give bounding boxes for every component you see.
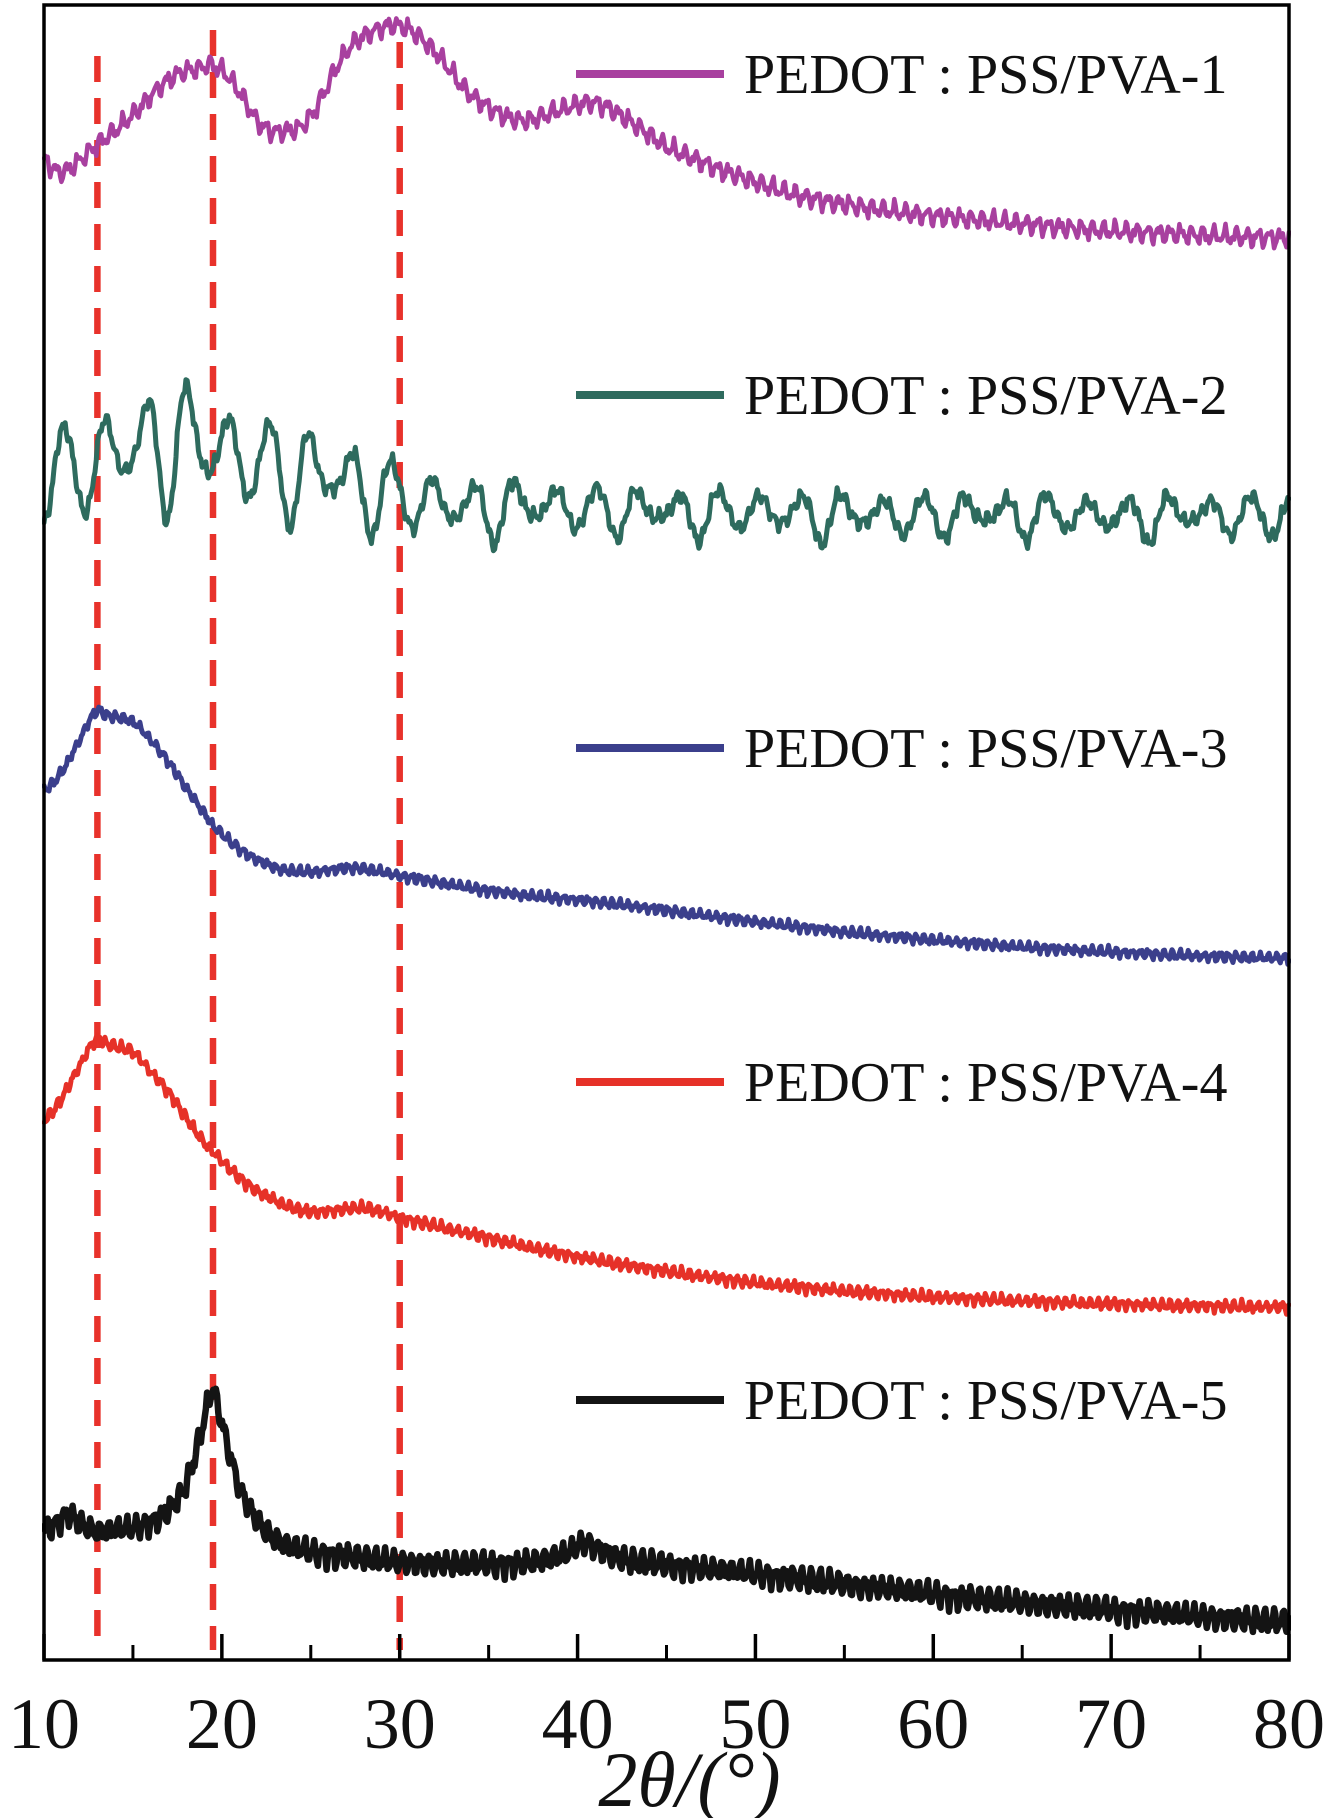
legend-item-1: PEDOT : PSS/PVA-1 (576, 44, 1227, 106)
legend-item-2: PEDOT : PSS/PVA-2 (576, 365, 1227, 427)
legend-label-4: PEDOT : PSS/PVA-4 (744, 1052, 1227, 1114)
legend-item-4: PEDOT : PSS/PVA-4 (576, 1052, 1227, 1114)
x-tick-label-30: 30 (364, 1684, 436, 1764)
x-tick-label-50: 50 (719, 1684, 791, 1764)
legend-item-5: PEDOT : PSS/PVA-5 (576, 1370, 1227, 1432)
x-tick-label-70: 70 (1075, 1684, 1147, 1764)
x-tick-label-20: 20 (186, 1684, 258, 1764)
curve-pedot-pss-pva-2 (42, 377, 1291, 554)
curve-pedot-pss-pva-3 (42, 704, 1291, 967)
curve-pedot-pss-pva-4 (42, 1032, 1291, 1317)
curve-pedot-pss-pva-1 (42, 16, 1291, 251)
x-tick-label-80: 80 (1253, 1684, 1325, 1764)
curve-pedot-pss-pva-5 (42, 1385, 1291, 1636)
legend-label-3: PEDOT : PSS/PVA-3 (744, 718, 1227, 780)
legend-label-5: PEDOT : PSS/PVA-5 (744, 1370, 1227, 1432)
legend-label-1: PEDOT : PSS/PVA-1 (744, 44, 1227, 106)
x-tick-label-60: 60 (897, 1684, 969, 1764)
x-tick-label-10: 10 (8, 1684, 80, 1764)
curves-group (42, 16, 1291, 1636)
legend: PEDOT : PSS/PVA-1 PEDOT : PSS/PVA-2 PEDOT … (576, 44, 1227, 1432)
legend-item-3: PEDOT : PSS/PVA-3 (576, 718, 1227, 780)
x-tick-label-40: 40 (542, 1684, 614, 1764)
x-axis-label: 2θ/(°) (598, 1736, 780, 1818)
legend-label-2: PEDOT : PSS/PVA-2 (744, 365, 1227, 427)
